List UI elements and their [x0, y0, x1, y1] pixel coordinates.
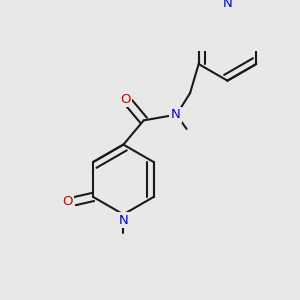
Text: O: O [62, 195, 73, 208]
Text: N: N [171, 108, 181, 122]
Text: O: O [120, 93, 131, 106]
Text: N: N [118, 214, 128, 226]
Text: N: N [223, 0, 232, 10]
